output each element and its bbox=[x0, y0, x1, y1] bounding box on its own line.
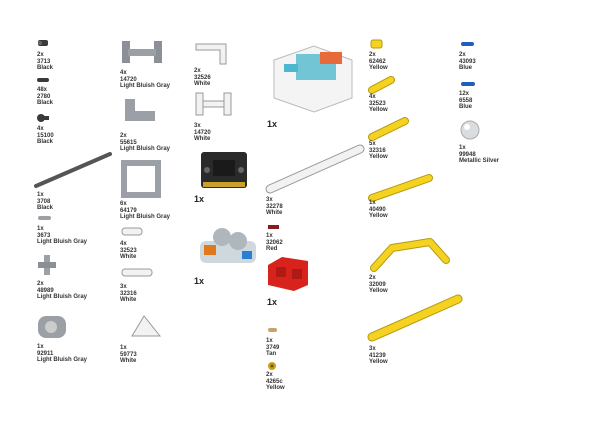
assembly-qty-microbit: 1x bbox=[194, 194, 205, 204]
label-32316-white: 3x 32316 White bbox=[120, 284, 137, 304]
axle-icon bbox=[34, 152, 112, 188]
label-32523-white: 4x 32523 White bbox=[120, 241, 137, 261]
pin-icon bbox=[461, 42, 474, 46]
l-beam-icon bbox=[195, 43, 227, 65]
ball-icon bbox=[460, 120, 480, 140]
ultrasonic-sensor-icon bbox=[200, 228, 256, 263]
label-2780: 48x 2780 Black bbox=[37, 87, 54, 107]
label-3673: 1x 3673 Light Bluish Gray bbox=[37, 226, 88, 246]
label-14720-white: 3x 14720 White bbox=[194, 123, 211, 143]
axle-icon bbox=[268, 225, 279, 229]
bent-beam-icon bbox=[125, 99, 155, 121]
label-14720-grey: 4x 14720 Light Bluish Gray bbox=[120, 70, 171, 90]
label-6558: 12x 6558 Blue bbox=[459, 91, 473, 111]
label-32062: 1x 32062 Red bbox=[266, 233, 283, 253]
motor-icon bbox=[268, 257, 308, 291]
pin-icon bbox=[268, 328, 277, 332]
beam-icon bbox=[368, 174, 433, 202]
label-41239: 3x 41239 Yellow bbox=[369, 346, 388, 366]
beam-icon bbox=[368, 117, 409, 141]
label-3708: 1x 3708 Black bbox=[37, 192, 54, 212]
bush-icon bbox=[268, 362, 276, 370]
label-32523-yellow: 4x 32523 Yellow bbox=[369, 94, 388, 114]
beam-icon bbox=[368, 76, 395, 94]
assembly-qty-motor: 1x bbox=[267, 297, 278, 307]
controller-box-icon bbox=[273, 45, 353, 113]
label-15100: 4x 15100 Black bbox=[37, 126, 54, 146]
label-32316-yellow: 5x 32316 Yellow bbox=[369, 141, 388, 161]
label-4265c: 2x 4265c Yellow bbox=[266, 372, 285, 392]
label-48989: 2x 48989 Light Bluish Gray bbox=[37, 281, 88, 301]
label-32526: 2x 32526 White bbox=[194, 68, 211, 88]
assembly-qty-sensor: 1x bbox=[194, 276, 205, 286]
label-64179: 6x 64179 Light Bluish Gray bbox=[120, 201, 171, 221]
label-59773: 1x 59773 White bbox=[120, 345, 137, 365]
h-beam-icon bbox=[195, 92, 232, 116]
label-55615: 2x 55615 Light Bluish Gray bbox=[120, 133, 171, 153]
wheel-hub-icon bbox=[38, 316, 66, 338]
long-beam-icon bbox=[265, 144, 365, 194]
pin-icon bbox=[461, 82, 475, 86]
bush-icon bbox=[38, 40, 48, 46]
label-43093: 2x 43093 Blue bbox=[459, 52, 476, 72]
h-beam-icon bbox=[122, 41, 162, 63]
label-62462: 2x 62462 Yellow bbox=[369, 52, 388, 72]
label-32009: 2x 32009 Yellow bbox=[369, 275, 388, 295]
long-beam-icon bbox=[367, 294, 463, 342]
connector-icon bbox=[38, 255, 56, 275]
label-3749: 1x 3749 Tan bbox=[266, 338, 280, 358]
frame-icon bbox=[121, 160, 161, 198]
pin-icon bbox=[37, 78, 49, 82]
beam-icon bbox=[121, 227, 143, 236]
label-99948: 1x 99948 Metallic Silver bbox=[459, 145, 500, 165]
label-3713: 2x 3713 Black bbox=[37, 52, 54, 72]
label-32278: 3x 32278 White bbox=[266, 197, 283, 217]
pin-icon bbox=[38, 216, 51, 220]
microbit-icon bbox=[201, 152, 247, 188]
assembly-qty-controller: 1x bbox=[267, 119, 278, 129]
pin-hole-icon bbox=[37, 114, 49, 122]
label-40490: 1x 40490 Yellow bbox=[369, 200, 388, 220]
pin-joiner-icon bbox=[370, 39, 383, 49]
tread-link-icon bbox=[131, 315, 162, 337]
label-92911: 1x 92911 Light Bluish Gray bbox=[37, 344, 88, 364]
beam-icon bbox=[121, 268, 153, 277]
bent-beam-icon bbox=[370, 238, 450, 272]
